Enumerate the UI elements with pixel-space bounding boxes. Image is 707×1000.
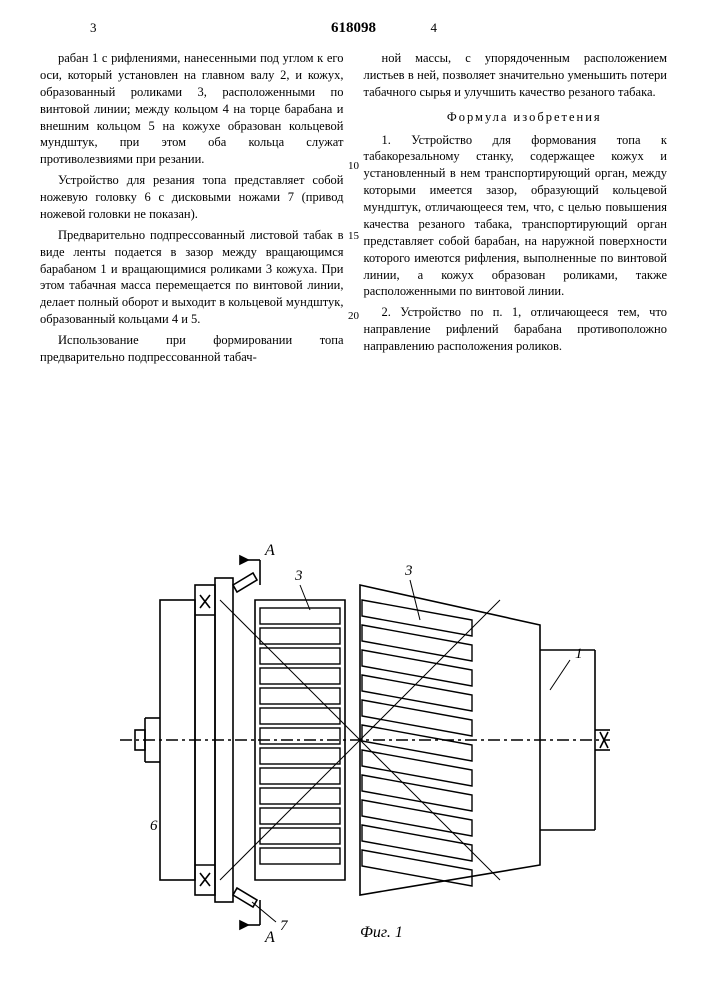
claims-title: Формула изобретения (364, 109, 668, 126)
paragraph: рабан 1 с рифлениями, нанесенными под уг… (40, 50, 344, 168)
document-number: 618098 (331, 20, 376, 37)
right-column: ной массы, с упорядоченным расположе­ние… (364, 50, 668, 370)
page-number-right: 4 (431, 20, 438, 36)
ref-1: 1 (575, 646, 583, 662)
section-label-a-top: А (264, 542, 275, 559)
text-columns: рабан 1 с рифлениями, нанесенными под уг… (40, 50, 667, 370)
paragraph: Предварительно подпрессованный ли­стовой… (40, 227, 344, 328)
ref-3a: 3 (294, 568, 303, 584)
paragraph: Использование при формировании топа пред… (40, 332, 344, 366)
section-label-a-bottom: А (264, 929, 275, 946)
ref-3b: 3 (404, 563, 413, 579)
figure-1: А А 3 3 1 6 7 Фиг. 1 (100, 530, 620, 950)
figure-svg: А А 3 3 1 6 7 (100, 530, 620, 950)
paragraph: ной массы, с упорядоченным расположе­ние… (364, 50, 668, 101)
paragraph: Устройство для резания топа представ­ляе… (40, 172, 344, 223)
figure-caption: Фиг. 1 (360, 924, 403, 942)
ref-7: 7 (280, 918, 289, 934)
left-column: рабан 1 с рифлениями, нанесенными под уг… (40, 50, 344, 370)
page-number-left: 3 (90, 20, 97, 36)
claim: 1. Устройство для формования топа к таба… (364, 132, 668, 301)
ref-6: 6 (150, 818, 158, 834)
claim: 2. Устройство по п. 1, отличаю­щееся тем… (364, 304, 668, 355)
